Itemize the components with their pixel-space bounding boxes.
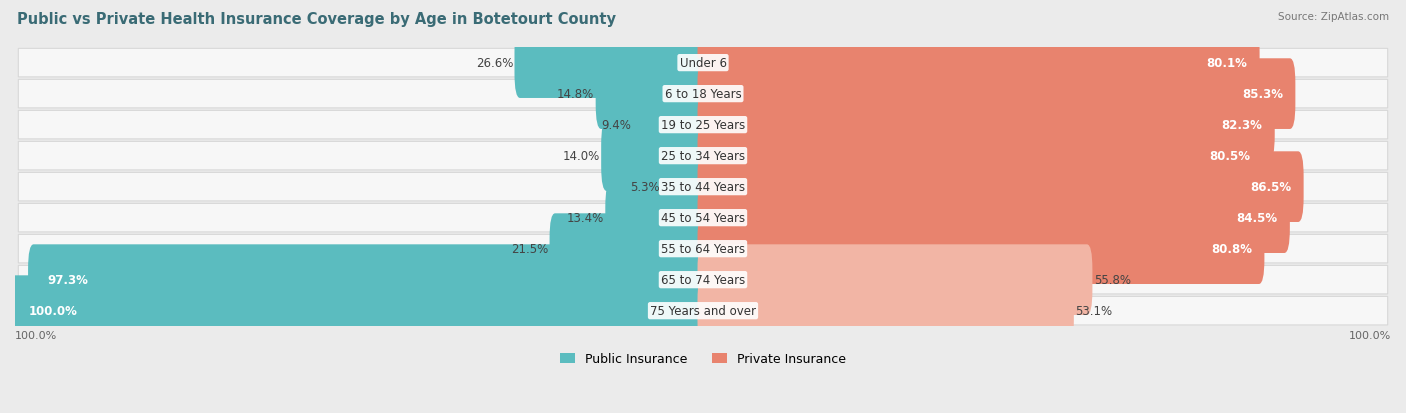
FancyBboxPatch shape [697,214,1264,284]
Text: 35 to 44 Years: 35 to 44 Years [661,181,745,194]
Text: 100.0%: 100.0% [1348,330,1391,340]
Text: 85.3%: 85.3% [1241,88,1284,101]
FancyBboxPatch shape [697,275,1074,346]
FancyBboxPatch shape [18,111,1388,140]
FancyBboxPatch shape [606,183,709,254]
Text: 97.3%: 97.3% [48,273,89,287]
Text: 21.5%: 21.5% [510,242,548,256]
Text: 65 to 74 Years: 65 to 74 Years [661,273,745,287]
Text: 100.0%: 100.0% [28,304,77,318]
Text: 86.5%: 86.5% [1250,181,1291,194]
Text: 9.4%: 9.4% [602,119,631,132]
FancyBboxPatch shape [18,266,1388,294]
FancyBboxPatch shape [18,49,1388,78]
FancyBboxPatch shape [18,80,1388,109]
Text: 55 to 64 Years: 55 to 64 Years [661,242,745,256]
Text: 80.5%: 80.5% [1209,150,1250,163]
Text: 80.8%: 80.8% [1211,242,1251,256]
Text: 100.0%: 100.0% [15,330,58,340]
FancyBboxPatch shape [697,28,1260,99]
Text: 82.3%: 82.3% [1222,119,1263,132]
FancyBboxPatch shape [10,275,709,346]
Text: 84.5%: 84.5% [1236,211,1278,225]
Text: 13.4%: 13.4% [567,211,605,225]
Text: 5.3%: 5.3% [630,181,659,194]
Text: 14.8%: 14.8% [557,88,595,101]
FancyBboxPatch shape [18,142,1388,171]
FancyBboxPatch shape [550,214,709,284]
FancyBboxPatch shape [697,121,1263,192]
FancyBboxPatch shape [697,245,1092,315]
Text: 53.1%: 53.1% [1076,304,1112,318]
FancyBboxPatch shape [697,152,1303,223]
FancyBboxPatch shape [697,183,1289,254]
Text: 80.1%: 80.1% [1206,57,1247,70]
Text: Public vs Private Health Insurance Coverage by Age in Botetourt County: Public vs Private Health Insurance Cover… [17,12,616,27]
FancyBboxPatch shape [661,152,709,223]
Legend: Public Insurance, Private Insurance: Public Insurance, Private Insurance [555,347,851,370]
FancyBboxPatch shape [18,235,1388,263]
Text: Source: ZipAtlas.com: Source: ZipAtlas.com [1278,12,1389,22]
Text: 75 Years and over: 75 Years and over [650,304,756,318]
FancyBboxPatch shape [28,245,709,315]
FancyBboxPatch shape [18,204,1388,233]
Text: 25 to 34 Years: 25 to 34 Years [661,150,745,163]
FancyBboxPatch shape [697,59,1295,130]
FancyBboxPatch shape [596,59,709,130]
FancyBboxPatch shape [697,90,1275,161]
Text: Under 6: Under 6 [679,57,727,70]
FancyBboxPatch shape [602,121,709,192]
FancyBboxPatch shape [18,297,1388,325]
FancyBboxPatch shape [633,90,709,161]
Text: 19 to 25 Years: 19 to 25 Years [661,119,745,132]
Text: 55.8%: 55.8% [1094,273,1130,287]
FancyBboxPatch shape [515,28,709,99]
Text: 26.6%: 26.6% [475,57,513,70]
Text: 45 to 54 Years: 45 to 54 Years [661,211,745,225]
Text: 14.0%: 14.0% [562,150,600,163]
FancyBboxPatch shape [18,173,1388,202]
Text: 6 to 18 Years: 6 to 18 Years [665,88,741,101]
